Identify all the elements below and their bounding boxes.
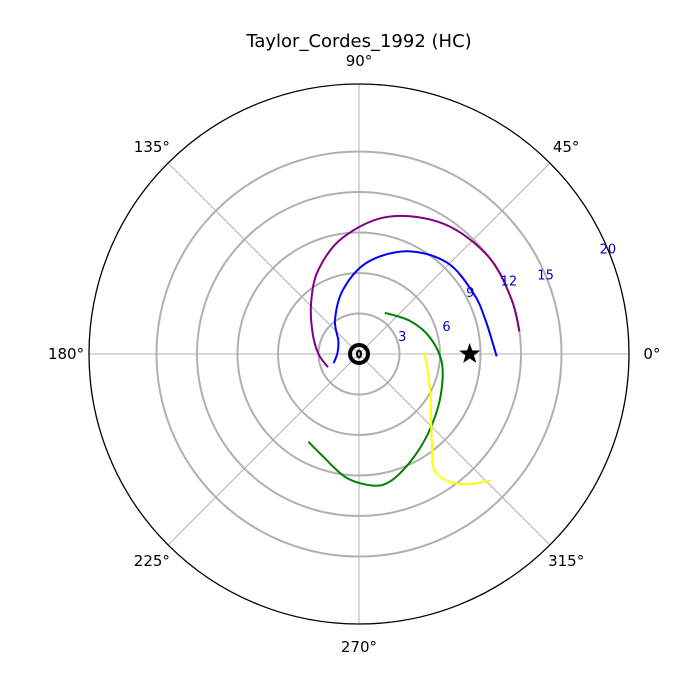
angle-label-0: 0°	[643, 345, 660, 363]
angle-label-270: 270°	[341, 638, 377, 656]
ring-label-6: 6	[442, 320, 450, 335]
spoke-315	[358, 353, 551, 546]
outer-ring	[88, 83, 630, 625]
grid-layer	[88, 83, 630, 625]
series-curve-3	[307, 311, 444, 487]
ring-label-12: 12	[501, 275, 518, 290]
radial-tick-20: 20	[600, 243, 617, 258]
angle-label-135: 135°	[134, 138, 170, 156]
marker-layer	[348, 343, 481, 365]
grid-ring-12	[196, 191, 522, 517]
target-marker-outer	[348, 343, 370, 365]
angle-label-180: 180°	[48, 345, 84, 363]
ring-label-3: 3	[398, 330, 406, 345]
grid-ring-15	[155, 150, 563, 558]
spoke-225	[167, 353, 360, 546]
label-layer: 0° 45° 90° 135° 180° 225° 270° 315° 20 15 3 6 9 12	[48, 52, 660, 656]
target-marker-inner	[356, 349, 362, 359]
angle-label-90: 90°	[346, 52, 373, 70]
series-layer	[307, 214, 521, 487]
chart-title: Taylor_Cordes_1992 (HC)	[245, 31, 471, 52]
angle-label-45: 45°	[553, 138, 580, 156]
spoke-135	[167, 162, 360, 355]
radial-tick-15: 15	[537, 268, 554, 283]
angle-label-315: 315°	[548, 552, 584, 570]
star-marker	[459, 343, 481, 363]
ring-label-9: 9	[466, 286, 474, 301]
series-curve-2	[332, 250, 498, 364]
grid-ring-9	[236, 231, 482, 477]
angle-label-225: 225°	[134, 552, 170, 570]
series-curve-1	[309, 214, 521, 368]
spoke-45	[358, 162, 551, 355]
series-curve-4	[422, 352, 491, 486]
